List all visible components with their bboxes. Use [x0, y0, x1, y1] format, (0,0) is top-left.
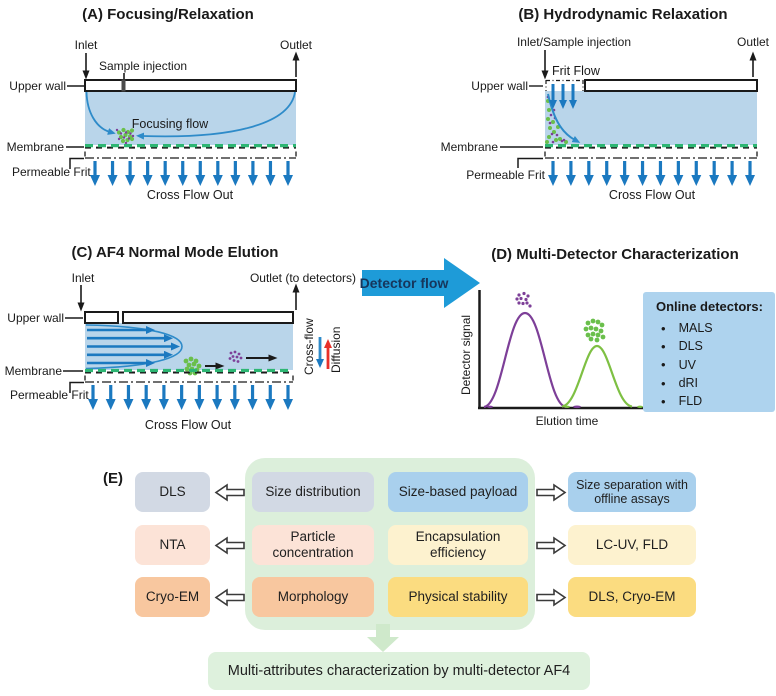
panel-b-frit-bracket	[517, 157, 543, 168]
left-arrow-row3	[214, 588, 245, 607]
panel-b-cross-flow-arrows	[548, 161, 755, 186]
panel-b-permeable-frit-label: Permeable Frit	[466, 168, 545, 182]
box-size-separation-offline-assays: Size separation with offline assays	[568, 472, 696, 512]
panel-d-chart: Detector signal Elution time	[459, 290, 650, 428]
detector-item-dls: DLS	[661, 337, 775, 355]
panel-a-cross-flow-arrows	[90, 161, 293, 186]
panel-c-diagram: Inlet Outlet (to detectors) Upper wall	[5, 271, 356, 432]
baseline-residues	[487, 405, 643, 409]
panel-c-cross-flow-out-label: Cross Flow Out	[145, 418, 232, 432]
panel-c-membrane-label: Membrane	[5, 364, 63, 378]
panel-a-diagram: Inlet Sample injection Outlet Focusing f…	[7, 38, 313, 202]
detector-item-uv: UV	[661, 356, 775, 374]
summary-down-arrow	[367, 624, 399, 652]
box-size-based-payload: Size-based payload	[388, 472, 528, 512]
box-lcuv-fld: LC-UV, FLD	[568, 525, 696, 565]
panel-b-inlet-label: Inlet/Sample injection	[517, 35, 631, 49]
detector-item-fld: FLD	[661, 392, 775, 410]
panel-a-sample-injection-label: Sample injection	[99, 59, 187, 73]
panel-a-membrane-label: Membrane	[7, 140, 65, 154]
panel-c-outlet-label: Outlet (to detectors)	[250, 271, 356, 285]
box-physical-stability: Physical stability	[388, 577, 528, 617]
green-dot-cluster	[583, 318, 606, 343]
panel-c-purple-cluster	[228, 350, 243, 363]
online-detectors-title: Online detectors:	[656, 299, 763, 314]
panel-a-focusing-curve-left	[85, 91, 116, 135]
panel-b-upper-wall-bar	[584, 79, 758, 92]
panel-c-upper-wall-bar-left	[84, 311, 119, 324]
left-arrow-row2	[214, 536, 245, 555]
detector-flow-arrow: Detector flow	[360, 258, 480, 308]
purple-peak-curve	[483, 311, 567, 409]
panel-b-cross-flow-out-label: Cross Flow Out	[609, 188, 696, 202]
box-nta: NTA	[135, 525, 210, 565]
box-dls-cryo-em: DLS, Cryo-EM	[568, 577, 696, 617]
box-morphology: Morphology	[252, 577, 374, 617]
panel-c-upper-wall-label: Upper wall	[7, 311, 64, 325]
panel-a-particle-cluster	[115, 127, 135, 145]
panel-b-frit-inlet-outline	[545, 79, 584, 91]
panel-a-frit-bracket	[69, 157, 84, 169]
panel-c-parabola-arrows	[87, 326, 180, 367]
box-size-distribution: Size distribution	[252, 472, 374, 512]
panel-a-cross-flow-out-label: Cross Flow Out	[147, 188, 234, 202]
panel-a-focusing-flow-label: Focusing flow	[132, 117, 209, 131]
panel-b-channel	[545, 91, 757, 145]
panel-b-membrane-label: Membrane	[441, 140, 499, 154]
panel-e-label: (E)	[103, 470, 123, 487]
panel-b-upper-wall-label: Upper wall	[471, 79, 528, 93]
panel-a-outlet-label: Outlet	[280, 38, 313, 52]
panel-b-frit-flow-arrows	[549, 84, 577, 109]
panel-c-parabola-outline	[85, 324, 183, 370]
purple-dot-cluster	[515, 291, 532, 308]
panel-a-upper-wall-bar	[84, 79, 297, 92]
box-encapsulation-efficiency: Encapsulation efficiency	[388, 525, 528, 565]
green-peak-curve	[561, 344, 633, 408]
panel-b-frit-flow-label: Frit Flow	[552, 64, 601, 78]
panel-a-title: (A) Focusing/Relaxation	[82, 6, 254, 23]
box-cryo-em: Cryo-EM	[135, 577, 210, 617]
panel-a-inlet-label: Inlet	[75, 38, 98, 52]
detector-flow-arrow-shape	[362, 258, 480, 308]
panel-a-permeable-frit-label: Permeable Frit	[12, 165, 91, 179]
panel-b-outlet-label: Outlet	[737, 35, 770, 49]
panel-b-title: (B) Hydrodynamic Relaxation	[518, 6, 728, 23]
panel-a-injection-slot	[121, 79, 126, 92]
panel-c-upper-wall-bar-right	[122, 311, 294, 324]
box-dls: DLS	[135, 472, 210, 512]
panel-d-title: (D) Multi-Detector Characterization	[491, 246, 739, 263]
panel-c-frit-bracket	[69, 381, 84, 393]
panel-b-diagram: Inlet/Sample injection Outlet Frit Flow …	[441, 35, 770, 202]
panel-c-inlet-label: Inlet	[72, 271, 95, 285]
panel-d-ylabel: Detector signal	[459, 315, 473, 395]
detector-item-mals: MALS	[661, 319, 775, 337]
panel-d-xlabel: Elution time	[536, 414, 599, 428]
online-detectors-box: Online detectors: MALS DLS UV dRI FLD	[643, 292, 775, 412]
detector-flow-label: Detector flow	[360, 275, 449, 291]
box-particle-concentration: Particle concentration	[252, 525, 374, 565]
detector-item-dri: dRI	[661, 374, 775, 392]
panel-c-diffusion-axis-label: Diffusion	[329, 327, 343, 373]
right-arrow-row1	[536, 483, 567, 502]
right-arrow-row3	[536, 588, 567, 607]
summary-box: Multi-attributes characterization by mul…	[208, 652, 590, 690]
panel-b-relaxation-curve	[547, 93, 581, 143]
panel-c-permeable-frit-label: Permeable Frit	[10, 388, 89, 402]
panel-a-upper-wall-label: Upper wall	[9, 79, 66, 93]
panel-c-cross-flow-arrows	[88, 385, 293, 410]
panel-a-focusing-curve-right	[136, 91, 296, 140]
panel-c-cross-flow-axis-label: Cross-flow	[302, 318, 316, 375]
left-arrow-row1	[214, 483, 245, 502]
right-arrow-row2	[536, 536, 567, 555]
panel-b-particle-region	[545, 95, 568, 144]
panel-c-title: (C) AF4 Normal Mode Elution	[71, 244, 279, 261]
